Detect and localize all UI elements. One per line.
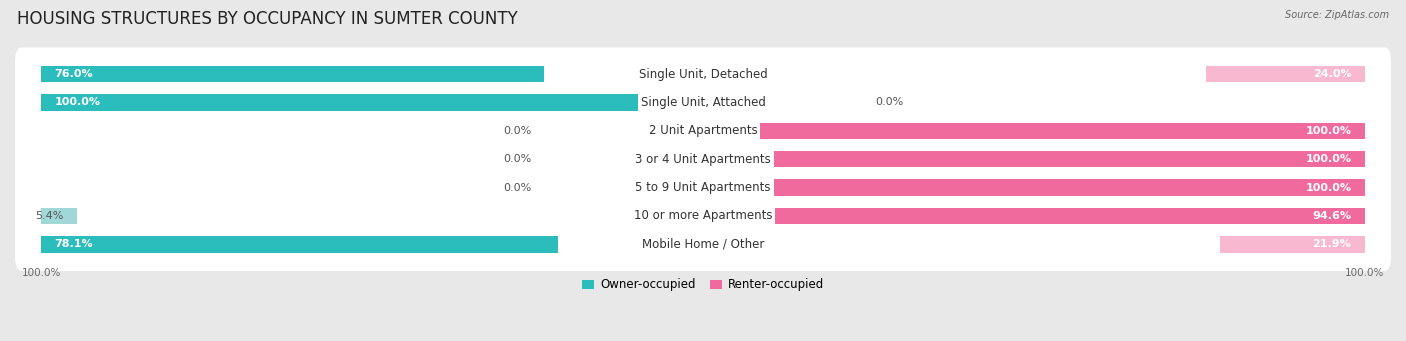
Text: 0.0%: 0.0% [503, 154, 531, 164]
Bar [1219, 236, 1365, 253]
Bar [703, 151, 1365, 167]
Text: 2 Unit Apartments: 2 Unit Apartments [648, 124, 758, 137]
Bar [41, 66, 544, 82]
Text: HOUSING STRUCTURES BY OCCUPANCY IN SUMTER COUNTY: HOUSING STRUCTURES BY OCCUPANCY IN SUMTE… [17, 10, 517, 28]
FancyBboxPatch shape [15, 189, 1391, 242]
Text: 21.9%: 21.9% [1313, 239, 1351, 249]
Text: 5.4%: 5.4% [35, 211, 63, 221]
Bar [703, 122, 1365, 139]
Text: 100.0%: 100.0% [1305, 154, 1351, 164]
FancyBboxPatch shape [15, 218, 1391, 271]
Bar [1206, 66, 1365, 82]
Text: 94.6%: 94.6% [1312, 211, 1351, 221]
Text: 0.0%: 0.0% [875, 98, 903, 107]
Text: 100.0%: 100.0% [55, 98, 101, 107]
Text: 100.0%: 100.0% [1305, 126, 1351, 136]
Text: 100.0%: 100.0% [1305, 182, 1351, 193]
FancyBboxPatch shape [15, 161, 1391, 214]
Text: 78.1%: 78.1% [55, 239, 93, 249]
Bar [738, 208, 1365, 224]
Bar [41, 208, 77, 224]
Text: 0.0%: 0.0% [503, 126, 531, 136]
Text: 24.0%: 24.0% [1313, 69, 1351, 79]
Text: 0.0%: 0.0% [503, 182, 531, 193]
Text: 76.0%: 76.0% [55, 69, 93, 79]
Text: 3 or 4 Unit Apartments: 3 or 4 Unit Apartments [636, 153, 770, 166]
Text: Single Unit, Detached: Single Unit, Detached [638, 68, 768, 80]
Bar [41, 236, 558, 253]
Text: Mobile Home / Other: Mobile Home / Other [641, 238, 765, 251]
Text: 10 or more Apartments: 10 or more Apartments [634, 209, 772, 222]
Bar [41, 94, 703, 111]
FancyBboxPatch shape [15, 76, 1391, 129]
Legend: Owner-occupied, Renter-occupied: Owner-occupied, Renter-occupied [578, 273, 828, 296]
FancyBboxPatch shape [15, 133, 1391, 186]
FancyBboxPatch shape [15, 47, 1391, 101]
FancyBboxPatch shape [15, 104, 1391, 158]
Text: Source: ZipAtlas.com: Source: ZipAtlas.com [1285, 10, 1389, 20]
Text: Single Unit, Attached: Single Unit, Attached [641, 96, 765, 109]
Bar [703, 179, 1365, 196]
Text: 5 to 9 Unit Apartments: 5 to 9 Unit Apartments [636, 181, 770, 194]
